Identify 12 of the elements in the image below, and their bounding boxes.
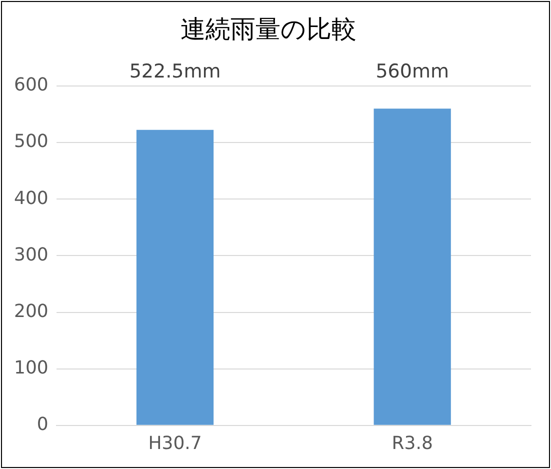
x-tick-label: H30.7 bbox=[148, 432, 202, 454]
data-label: 522.5mm bbox=[129, 60, 221, 82]
x-tick-label: R3.8 bbox=[392, 432, 433, 454]
y-tick-label: 400 bbox=[14, 188, 48, 209]
y-tick-label: 500 bbox=[14, 131, 48, 152]
y-tick-label: 300 bbox=[14, 244, 48, 266]
y-tick-label: 100 bbox=[14, 358, 48, 379]
y-tick-label: 200 bbox=[14, 300, 48, 322]
y-tick-label: 600 bbox=[14, 74, 48, 96]
data-label: 560mm bbox=[376, 60, 449, 82]
y-tick-label: 0 bbox=[36, 414, 48, 436]
chart-title: 連続雨量の比較 bbox=[180, 14, 356, 44]
